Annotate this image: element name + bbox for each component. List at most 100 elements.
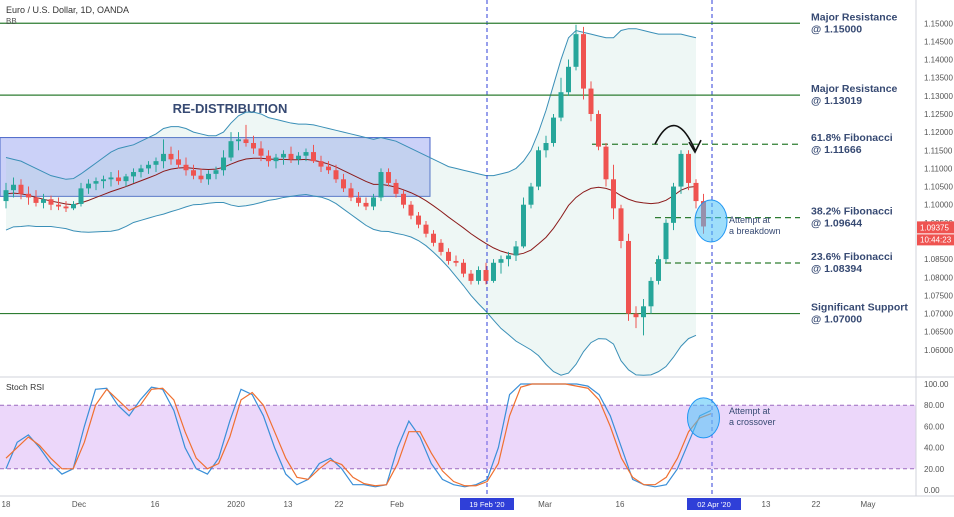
candle-body[interactable]: [603, 146, 609, 180]
candle-body[interactable]: [93, 181, 99, 184]
candle-body[interactable]: [588, 88, 594, 114]
candle-body[interactable]: [11, 184, 16, 191]
candle-body[interactable]: [513, 246, 519, 256]
candle-body[interactable]: [378, 172, 384, 198]
candle-body[interactable]: [101, 179, 106, 182]
candle-body[interactable]: [48, 199, 54, 205]
candle-body[interactable]: [258, 148, 264, 156]
candle-body[interactable]: [663, 222, 669, 260]
candle-body[interactable]: [543, 143, 549, 151]
candle-body[interactable]: [393, 182, 399, 194]
candle-body[interactable]: [183, 164, 189, 171]
candle-body[interactable]: [236, 139, 241, 142]
candle-body[interactable]: [213, 170, 219, 174]
candle-body[interactable]: [221, 157, 226, 171]
candle-body[interactable]: [318, 161, 324, 167]
level-name-2: 61.8% Fibonacci: [811, 132, 893, 144]
candle-body[interactable]: [131, 172, 136, 177]
candle-body[interactable]: [266, 155, 271, 162]
candle-body[interactable]: [228, 141, 234, 158]
candle-body[interactable]: [303, 152, 309, 156]
candle-body[interactable]: [78, 188, 84, 204]
candle-body[interactable]: [438, 242, 444, 252]
candle-body[interactable]: [243, 139, 249, 144]
candle-body[interactable]: [618, 208, 624, 241]
candle-body[interactable]: [566, 66, 571, 93]
candle-body[interactable]: [416, 215, 421, 225]
candle-body[interactable]: [371, 197, 376, 207]
candle-body[interactable]: [626, 240, 631, 314]
crossover-highlight: [687, 397, 720, 439]
candle-body[interactable]: [453, 260, 459, 263]
candle-body[interactable]: [461, 262, 466, 274]
candle-body[interactable]: [386, 172, 391, 183]
candle-body[interactable]: [288, 153, 294, 160]
candle-body[interactable]: [536, 150, 541, 187]
candle-body[interactable]: [596, 113, 601, 147]
candle-body[interactable]: [326, 166, 331, 171]
candle-body[interactable]: [401, 193, 406, 205]
candle-body[interactable]: [33, 197, 39, 203]
candle-body[interactable]: [551, 117, 556, 144]
candle-body[interactable]: [476, 270, 481, 281]
candle-body[interactable]: [273, 157, 279, 162]
candle-body[interactable]: [116, 177, 121, 182]
candle-body[interactable]: [671, 186, 676, 223]
candle-body[interactable]: [251, 143, 256, 149]
bollinger-lower-line: [5, 194, 697, 376]
candle-body[interactable]: [138, 168, 144, 173]
candle-body[interactable]: [423, 224, 429, 234]
candle-body[interactable]: [648, 280, 654, 307]
candle-body[interactable]: [3, 190, 9, 202]
candle-body[interactable]: [108, 177, 114, 180]
candle-body[interactable]: [341, 179, 346, 189]
candle-body[interactable]: [281, 153, 286, 158]
candle-body[interactable]: [506, 255, 511, 260]
candle-body[interactable]: [63, 206, 69, 209]
candle-body[interactable]: [56, 204, 61, 207]
candle-body[interactable]: [611, 179, 616, 209]
candle-body[interactable]: [206, 173, 211, 180]
candle-body[interactable]: [176, 159, 181, 165]
candle-body[interactable]: [333, 170, 339, 180]
candle-body[interactable]: [633, 313, 639, 318]
candle-body[interactable]: [191, 170, 196, 176]
candle-body[interactable]: [71, 203, 76, 209]
candle-body[interactable]: [408, 204, 414, 216]
candle-body[interactable]: [363, 202, 369, 207]
candle-body[interactable]: [558, 92, 564, 118]
candle-body[interactable]: [483, 270, 489, 281]
rsi-tick-label: 40.00: [924, 444, 945, 453]
candle-body[interactable]: [528, 186, 534, 205]
candle-body[interactable]: [26, 193, 31, 198]
candle-body[interactable]: [656, 259, 661, 281]
candle-body[interactable]: [161, 153, 166, 162]
candle-body[interactable]: [18, 184, 24, 194]
candle-body[interactable]: [348, 188, 354, 198]
candle-body[interactable]: [678, 153, 684, 187]
candle-body[interactable]: [431, 233, 436, 243]
time-tick-label: May: [860, 500, 875, 509]
candle-body[interactable]: [168, 153, 174, 160]
candle-body[interactable]: [521, 204, 526, 247]
candle-body[interactable]: [446, 251, 451, 261]
candle-body[interactable]: [641, 306, 646, 318]
candle-body[interactable]: [573, 34, 579, 67]
candle-body[interactable]: [311, 152, 316, 162]
candle-body[interactable]: [123, 176, 129, 182]
candle-body[interactable]: [686, 153, 691, 183]
candle-body[interactable]: [198, 175, 204, 180]
candle-body[interactable]: [468, 273, 474, 281]
candle-body[interactable]: [491, 262, 496, 281]
stoch-rsi-panel[interactable]: Stoch RSI Attempt ata crossover: [0, 382, 916, 488]
candle-body[interactable]: [581, 34, 586, 89]
candle-body[interactable]: [41, 199, 46, 203]
candle-body[interactable]: [693, 182, 699, 202]
candle-body[interactable]: [498, 259, 504, 263]
candle-body[interactable]: [356, 197, 361, 203]
candle-body[interactable]: [296, 155, 301, 160]
candle-body[interactable]: [153, 161, 159, 165]
candle-body[interactable]: [146, 164, 151, 169]
candle-body[interactable]: [86, 183, 91, 189]
